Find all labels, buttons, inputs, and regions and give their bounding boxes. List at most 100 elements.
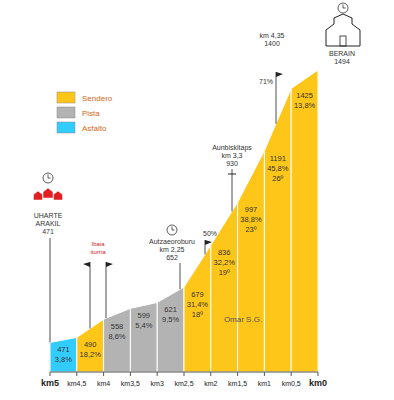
clock-face xyxy=(167,225,177,235)
x-tick xyxy=(237,372,238,376)
waypoint-km: km 3,3 xyxy=(221,152,242,159)
x-tick xyxy=(103,372,104,376)
elevation-label: 997 xyxy=(245,205,258,214)
waypoint-km: km 2,25 xyxy=(160,246,185,253)
elevation-label: 836 xyxy=(218,248,231,257)
profile-segment xyxy=(211,202,238,372)
profile-segment xyxy=(104,308,131,372)
grade-label: 8,6% xyxy=(108,332,125,341)
sign-cross xyxy=(228,174,236,175)
clock-hand xyxy=(343,8,346,9)
hut-door xyxy=(340,36,346,46)
waypoint-elevation: 652 xyxy=(166,254,178,261)
elevation-label: 1425 xyxy=(296,91,313,100)
sign-flag xyxy=(276,72,283,77)
grade-label: 18,2% xyxy=(80,350,102,359)
clock-face xyxy=(43,173,53,183)
waypoint-name: Autzaeoroburu xyxy=(149,238,195,245)
x-tick xyxy=(157,372,158,376)
sign-flag xyxy=(205,240,212,245)
hut-icon xyxy=(326,14,360,46)
grade-label: 13,8% xyxy=(294,101,316,110)
waypoint-name: Aunbiskitaps xyxy=(212,144,252,152)
connector xyxy=(106,262,107,318)
degree-label: 23º xyxy=(245,225,256,234)
profile-segment xyxy=(291,70,318,372)
degree-label: 19º xyxy=(219,268,230,277)
x-tick xyxy=(291,372,292,376)
grade-label: 31,4% xyxy=(187,300,209,309)
chart: 4713,8%49018,2%5588,6%5995,4%6219,5%6793… xyxy=(0,0,394,400)
waypoint-name: UHARTE xyxy=(34,212,63,219)
x-tick-label: km1,5 xyxy=(228,380,247,387)
x-tick-label: km0,5 xyxy=(282,380,301,387)
clock-icon xyxy=(43,173,53,183)
x-tick xyxy=(76,372,77,376)
x-tick xyxy=(264,372,265,376)
elevation-label: 621 xyxy=(164,305,177,314)
house-icon xyxy=(54,191,63,200)
clock-hand xyxy=(172,230,175,231)
x-tick-label: km3 xyxy=(151,380,164,387)
clock-face xyxy=(338,3,348,13)
elevation-label: 599 xyxy=(138,311,151,320)
waypoint-elevation: 471 xyxy=(42,228,54,235)
x-tick xyxy=(184,372,185,376)
grade-label: 9,5% xyxy=(162,315,179,324)
x-tick-label: km4,5 xyxy=(67,380,86,387)
connector xyxy=(180,263,181,289)
elevation-label: 558 xyxy=(111,322,124,331)
waypoint-name: iturria xyxy=(90,249,106,255)
sign-label: 71% xyxy=(259,78,273,85)
clock-hand xyxy=(48,175,49,179)
grade-label: 5,4% xyxy=(135,321,152,330)
profile xyxy=(50,70,318,372)
elevation-label: 490 xyxy=(84,340,97,349)
x-tick xyxy=(130,372,131,376)
elevation-label: 471 xyxy=(57,345,70,354)
credit: Omar S.G. xyxy=(224,315,262,324)
grade-label: 32,2% xyxy=(214,258,236,267)
x-tick xyxy=(210,372,211,376)
x-tick xyxy=(318,372,319,376)
x-tick-label: km3,5 xyxy=(121,380,140,387)
waypoint-name: Ibaia xyxy=(91,241,105,247)
profile-segment xyxy=(50,337,77,372)
profile-segment xyxy=(157,287,184,372)
x-tick-label: km5 xyxy=(41,378,59,388)
waypoint-name: ARAKIL xyxy=(36,220,61,227)
waypoint-elevation: 1400 xyxy=(264,40,280,47)
x-tick-label: km2 xyxy=(204,380,217,387)
clock-icon xyxy=(338,3,348,13)
grade-label: 3,8% xyxy=(55,355,72,364)
grade-label: 38,8% xyxy=(240,215,262,224)
house-icon xyxy=(34,191,43,200)
sign-label: 50% xyxy=(203,230,217,237)
x-tick-label: km0 xyxy=(309,378,327,388)
x-tick xyxy=(50,372,51,376)
x-tick-label: km1 xyxy=(258,380,271,387)
legend-swatch xyxy=(57,107,75,118)
degree-label: 18º xyxy=(192,310,203,319)
x-tick-label: km4 xyxy=(97,380,110,387)
sign-flag xyxy=(106,262,113,267)
profile-segment xyxy=(130,302,157,372)
elevation-label: 1191 xyxy=(270,154,286,163)
legend-label: Sendero xyxy=(82,94,113,103)
legend-swatch xyxy=(57,122,75,133)
house-icon xyxy=(43,188,53,198)
waypoint-elevation: 1494 xyxy=(334,58,350,65)
connector xyxy=(276,72,277,124)
elevation-label: 679 xyxy=(191,290,204,299)
clock-icon xyxy=(167,225,177,235)
connector xyxy=(232,169,233,211)
degree-label: 26º xyxy=(272,174,283,183)
waypoint-km: km 4,35 xyxy=(260,32,285,39)
x-tick-label: km2,5 xyxy=(174,380,193,387)
legend-label: Pista xyxy=(82,109,100,118)
profile-segment xyxy=(264,88,291,372)
profile-segment xyxy=(238,151,265,372)
waypoint-name: BERAIN xyxy=(329,50,355,57)
connector xyxy=(50,238,51,342)
grade-label: 45,8% xyxy=(267,164,289,173)
